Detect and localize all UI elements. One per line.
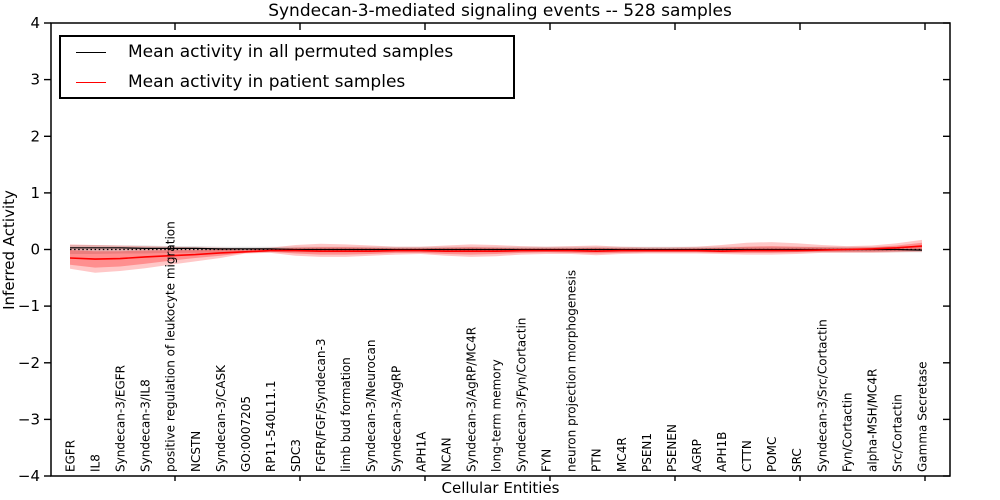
x-category-label: CTTN bbox=[740, 440, 754, 472]
legend-label: Mean activity in patient samples bbox=[128, 72, 406, 92]
x-category-label: Syndecan-3/EGFR bbox=[114, 365, 128, 472]
x-category-label: RP11-540L11.1 bbox=[264, 381, 278, 472]
y-tick-label: 0 bbox=[30, 241, 40, 259]
x-category-label: Fyn/Cortactin bbox=[840, 392, 854, 472]
x-category-label: alpha-MSH/MC4R bbox=[865, 369, 879, 472]
legend-line-sample bbox=[76, 51, 106, 53]
x-category-label: Src/Cortactin bbox=[890, 394, 904, 472]
x-category-label: APH1B bbox=[715, 432, 729, 472]
x-category-label: Syndecan-3/AgRP bbox=[389, 366, 403, 472]
x-category-label: GO:0007205 bbox=[239, 396, 253, 472]
x-category-label: NCAN bbox=[439, 437, 453, 472]
patient-outer-range-band bbox=[70, 239, 922, 273]
x-category-label: neuron projection morphogenesis bbox=[565, 270, 579, 472]
x-category-label: Syndecan-3/Fyn/Cortactin bbox=[515, 318, 529, 472]
series-line-patient bbox=[69, 245, 923, 260]
y-tick-label: 1 bbox=[30, 184, 40, 202]
x-category-label: POMC bbox=[765, 437, 779, 472]
chart-title: Syndecan-3-mediated signaling events -- … bbox=[268, 1, 732, 21]
x-category-label: IL8 bbox=[89, 454, 103, 472]
x-category-label: EGFR bbox=[64, 440, 78, 472]
x-category-label: Syndecan-3/IL8 bbox=[139, 379, 153, 472]
legend-label: Mean activity in all permuted samples bbox=[128, 42, 454, 62]
y-tick-label: 4 bbox=[30, 14, 40, 32]
x-category-label: Syndecan-3/AgRP/MC4R bbox=[464, 327, 478, 472]
x-category-label: Syndecan-3/CASK bbox=[214, 364, 228, 472]
series-line-permuted bbox=[70, 247, 923, 251]
x-category-label: positive regulation of leukocyte migrati… bbox=[164, 221, 178, 472]
x-category-label: FGFR/FGF/Syndecan-3 bbox=[314, 339, 328, 472]
x-category-label: Syndecan-3/Neurocan bbox=[364, 340, 378, 472]
x-category-label: SRC bbox=[790, 448, 804, 472]
x-category-label: Gamma Secretase bbox=[916, 361, 930, 472]
x-category-label: PTN bbox=[590, 448, 604, 472]
legend-item-patient: Mean activity in patient samples bbox=[61, 67, 513, 97]
x-category-label: limb bud formation bbox=[339, 357, 353, 472]
y-tick-label: −2 bbox=[18, 354, 40, 372]
x-category-label: SDC3 bbox=[289, 439, 303, 472]
y-tick-label: −1 bbox=[18, 297, 40, 315]
x-category-label: FYN bbox=[540, 449, 554, 472]
legend-line-sample bbox=[76, 81, 106, 83]
y-tick-label: 2 bbox=[30, 127, 40, 145]
x-category-label: Syndecan-3/Src/Cortactin bbox=[815, 319, 829, 472]
x-category-label: long-term memory bbox=[490, 359, 504, 472]
x-axis-label: Cellular Entities bbox=[441, 479, 560, 497]
legend: Mean activity in all permuted samples Me… bbox=[59, 35, 515, 99]
y-tick-label: 3 bbox=[30, 71, 40, 89]
x-category-label: NCSTN bbox=[189, 431, 203, 472]
y-tick-label: −3 bbox=[18, 410, 40, 428]
x-category-label: PSEN1 bbox=[640, 433, 654, 472]
y-axis-label: Inferred Activity bbox=[0, 190, 18, 310]
x-category-label: AGRP bbox=[690, 439, 704, 472]
x-category-label: APH1A bbox=[414, 431, 428, 472]
x-category-label: PSENEN bbox=[665, 424, 679, 472]
x-category-label: MC4R bbox=[615, 437, 629, 472]
legend-item-permuted: Mean activity in all permuted samples bbox=[61, 37, 513, 67]
y-tick-label: −4 bbox=[18, 467, 40, 485]
